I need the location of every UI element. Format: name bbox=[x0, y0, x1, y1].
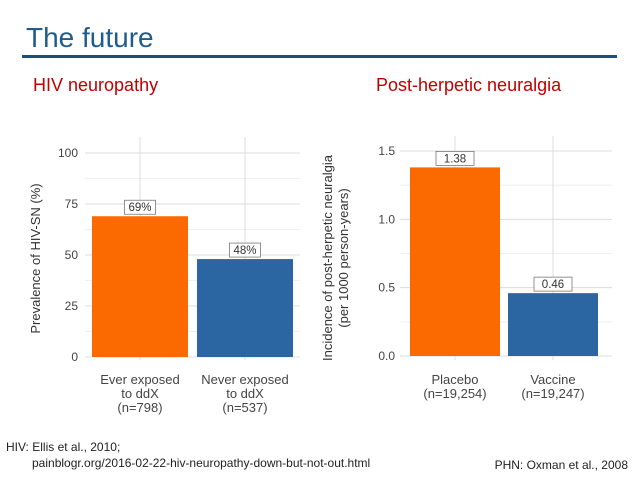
y-axis-title: (per 1000 person-years) bbox=[336, 188, 351, 327]
y-tick-label: 0.5 bbox=[378, 281, 395, 295]
y-tick-label: 75 bbox=[65, 197, 79, 211]
y-tick-label: 0 bbox=[71, 350, 78, 364]
hiv-citation-line1: HIV: Ellis et al., 2010; bbox=[6, 440, 121, 454]
category-label: Never exposed bbox=[201, 372, 288, 387]
title-underline bbox=[22, 55, 617, 58]
value-label-box bbox=[533, 276, 573, 292]
category-label: to ddX bbox=[121, 386, 159, 401]
value-label-box bbox=[124, 199, 156, 215]
left-panel-heading: HIV neuropathy bbox=[33, 75, 159, 95]
chart-panel-2: 0.0 0.5 1.0 1.5 1.38 Placebo(n=19,254) 0.46 Vac… bbox=[320, 136, 612, 401]
right-panel-heading: Post-herpetic neuralgia bbox=[376, 75, 562, 95]
y-axis-title: Incidence of post-herpetic neuralgia bbox=[320, 154, 335, 361]
category-label: Ever exposed bbox=[100, 372, 180, 387]
category-label: (n=798) bbox=[117, 400, 162, 415]
category-label: (n=19,247) bbox=[521, 386, 584, 401]
y-tick-label: 0.0 bbox=[378, 349, 395, 363]
hiv-citation-url: painblogr.org/2016-02-22-hiv-neuropathy-… bbox=[32, 455, 371, 470]
category-label: (n=19,254) bbox=[423, 386, 486, 401]
category-label: to ddX bbox=[226, 386, 264, 401]
bar-1 bbox=[410, 167, 500, 356]
y-tick-label: 1.5 bbox=[378, 144, 395, 158]
y-tick-label: 50 bbox=[65, 248, 79, 262]
slide-title: The future bbox=[26, 22, 154, 53]
value-label: 0.46 bbox=[542, 279, 564, 291]
y-tick-label: 100 bbox=[58, 146, 78, 160]
bar-2 bbox=[508, 293, 598, 356]
value-label: 69% bbox=[128, 202, 151, 214]
value-label-box bbox=[435, 150, 475, 166]
phn-citation: PHN: Oxman et al., 2008 bbox=[494, 458, 628, 472]
y-axis-title: Prevalence of HIV-SN (%) bbox=[28, 183, 43, 333]
value-label: 1.38 bbox=[444, 153, 466, 165]
hiv-citation: HIV: Ellis et al., 2010; painblogr.org/2… bbox=[6, 440, 370, 471]
category-label: Placebo bbox=[432, 372, 479, 387]
y-tick-label: 25 bbox=[65, 299, 79, 313]
bar-1 bbox=[92, 216, 188, 357]
value-label: 48% bbox=[233, 245, 256, 257]
category-label: Vaccine bbox=[530, 372, 575, 387]
category-label: (n=537) bbox=[222, 400, 267, 415]
value-label-box bbox=[229, 242, 261, 258]
bar-2 bbox=[197, 259, 293, 357]
y-tick-label: 1.0 bbox=[378, 212, 395, 226]
